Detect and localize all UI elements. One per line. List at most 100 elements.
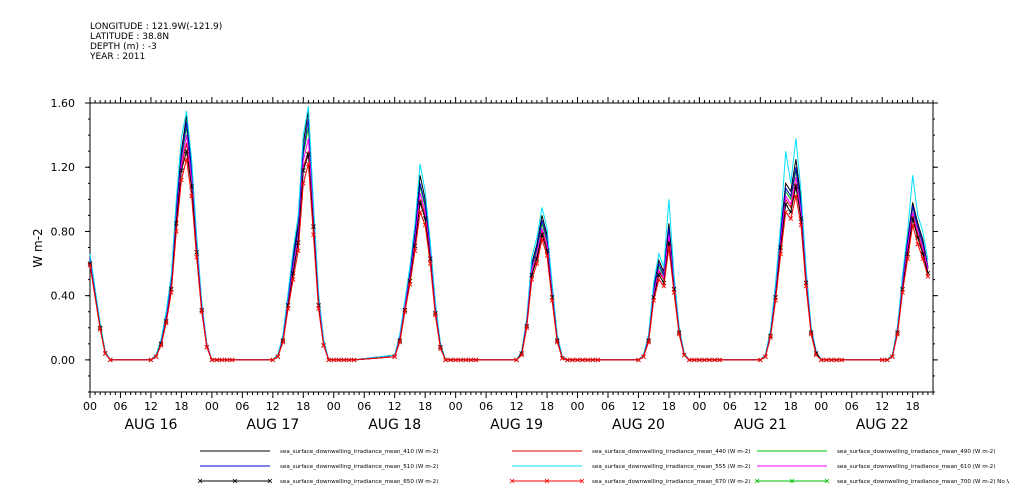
legend-label: sea_surface_downwelling_irradiance_mean_… <box>280 464 438 470</box>
series-point-6 <box>179 168 184 173</box>
series-point-7 <box>803 283 809 289</box>
series-point-7 <box>834 357 839 363</box>
series-point-7 <box>184 156 189 162</box>
series-point-7 <box>453 357 458 363</box>
x-tick-label: 00 <box>205 400 219 413</box>
series-point-7 <box>773 298 778 303</box>
series-point-7 <box>590 357 596 363</box>
series-point-7 <box>463 357 469 363</box>
series-point-6 <box>300 168 306 173</box>
series-point-7 <box>707 357 712 363</box>
series-point-7 <box>341 357 347 363</box>
series-point-7 <box>920 256 926 262</box>
series-point-7 <box>422 222 428 228</box>
series-point-7 <box>895 331 900 337</box>
series-point-7 <box>900 290 905 295</box>
series-point-7 <box>686 357 692 363</box>
series-point-7 <box>219 357 225 363</box>
series-point-7 <box>468 357 474 363</box>
x-tick-label: 06 <box>113 400 127 413</box>
legend-label: sea_surface_downwelling_irradiance_mean_… <box>592 464 750 470</box>
series-point-7 <box>519 352 524 358</box>
series-point-7 <box>580 357 585 363</box>
series-point-6 <box>311 224 316 229</box>
dataset-header: LONGITUDE : 121.9W(-121.9) LATITUDE : 38… <box>90 22 222 62</box>
series-line-1 <box>89 142 929 361</box>
legend-label: sea_surface_downwelling_irradiance_mean_… <box>837 479 1009 485</box>
series-point-7 <box>570 357 575 363</box>
x-tick-label: 18 <box>662 400 676 413</box>
y-tick-label: 1.20 <box>51 161 76 174</box>
series-point-7 <box>433 312 438 318</box>
series-point-7 <box>778 251 783 257</box>
series-point-7 <box>87 262 93 268</box>
x-day-label: AUG 17 <box>246 417 299 433</box>
legend-marker <box>824 478 830 484</box>
series-point-7 <box>529 277 535 282</box>
series-point-7 <box>661 283 667 289</box>
series-point-7 <box>331 357 337 363</box>
x-tick-label: 06 <box>479 400 493 413</box>
legend-marker <box>544 478 550 484</box>
x-tick-label: 06 <box>723 400 737 413</box>
x-tick-label: 18 <box>784 400 798 413</box>
series-point-7 <box>585 357 590 363</box>
series-point-7 <box>681 352 687 358</box>
x-tick-label: 18 <box>418 400 432 413</box>
series-point-7 <box>712 357 717 363</box>
series-point-7 <box>702 357 707 363</box>
x-tick-label: 18 <box>296 400 310 413</box>
x-tick-label: 00 <box>327 400 341 413</box>
series-point-7 <box>879 357 885 363</box>
year-label: YEAR : 2011 <box>90 52 146 62</box>
series-point-7 <box>651 298 657 303</box>
legend-label: sea_surface_downwelling_irradiance_mean_… <box>837 464 995 470</box>
series-point-6 <box>793 184 799 189</box>
legend-marker <box>579 478 585 484</box>
series-point-7 <box>326 357 331 363</box>
series-point-7 <box>311 232 316 237</box>
x-day-label: AUG 18 <box>368 417 421 433</box>
series-point-7 <box>295 248 301 254</box>
series-point-6 <box>656 272 662 278</box>
series-point-6 <box>422 216 428 221</box>
series-point-7 <box>798 222 804 228</box>
y-tick-label: 1.60 <box>51 97 76 110</box>
series-point-7 <box>692 357 697 363</box>
series-point-7 <box>290 277 296 282</box>
series-point-7 <box>788 216 794 221</box>
series-line-6 <box>89 151 929 361</box>
x-tick-label: 06 <box>357 400 371 413</box>
series-point-7 <box>427 261 433 266</box>
series-point-7 <box>346 357 352 363</box>
y-tick-label: 0.80 <box>51 225 76 238</box>
x-tick-label: 12 <box>875 400 889 413</box>
legend-marker <box>789 478 795 484</box>
series-point-7 <box>204 344 210 350</box>
series-line-5 <box>89 135 929 361</box>
series-point-7 <box>174 229 179 234</box>
series-point-7 <box>544 253 550 258</box>
series-point-7 <box>549 298 555 303</box>
series-point-7 <box>884 357 890 363</box>
series-point-6 <box>417 200 423 205</box>
series-point-7 <box>280 339 286 345</box>
series-point-7 <box>890 354 895 359</box>
series-point-7 <box>915 241 921 247</box>
x-tick-label: 12 <box>266 400 280 413</box>
series-point-7 <box>316 306 321 311</box>
series-point-7 <box>813 352 819 358</box>
series-point-7 <box>905 256 910 262</box>
series-point-7 <box>214 357 220 363</box>
series-point-7 <box>676 331 682 337</box>
series-point-7 <box>717 357 723 363</box>
series-point-6 <box>184 148 189 154</box>
series-point-7 <box>407 282 413 287</box>
x-tick-label: 18 <box>540 400 554 413</box>
x-tick-label: 00 <box>571 400 585 413</box>
series-point-7 <box>783 209 789 215</box>
series-point-7 <box>641 354 646 359</box>
series-point-7 <box>275 354 281 359</box>
series-point-7 <box>417 209 423 215</box>
